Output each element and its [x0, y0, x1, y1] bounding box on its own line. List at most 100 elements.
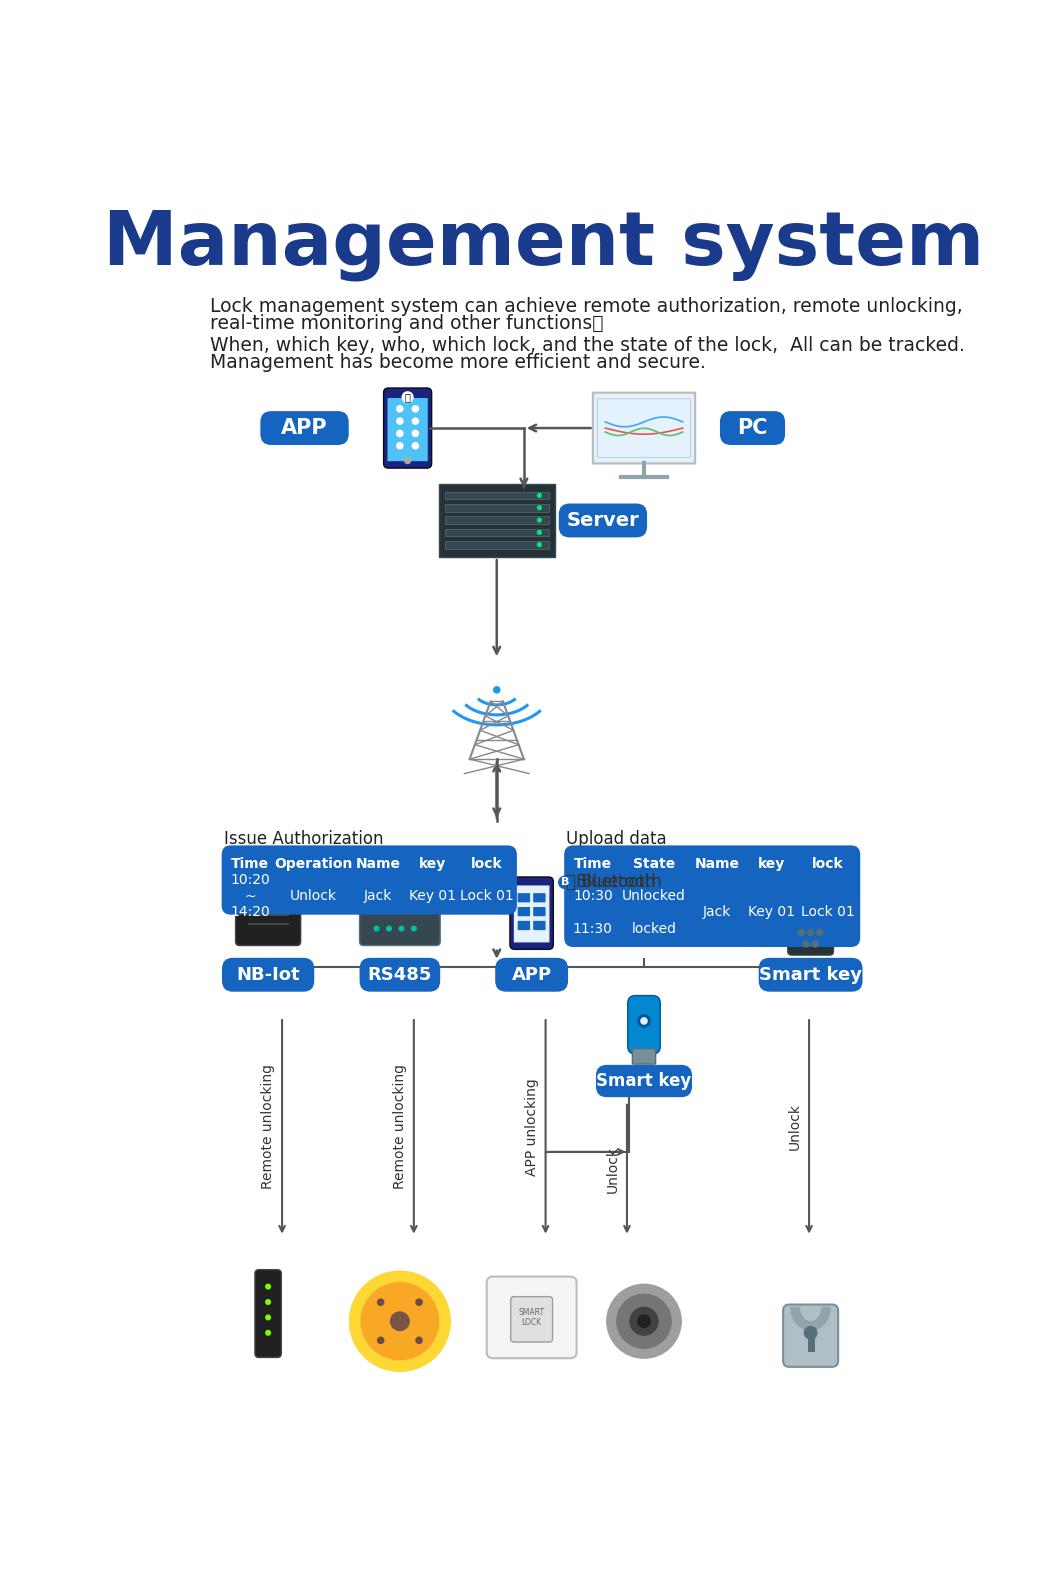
Text: Bluetooth: Bluetooth	[576, 873, 656, 892]
Text: Lock 01: Lock 01	[800, 906, 854, 920]
FancyBboxPatch shape	[517, 922, 530, 929]
FancyBboxPatch shape	[517, 893, 530, 903]
FancyBboxPatch shape	[533, 922, 546, 929]
Text: When, which key, who, which lock, and the state of the lock,  All can be tracked: When, which key, who, which lock, and th…	[210, 336, 965, 355]
Text: Upload data: Upload data	[566, 830, 667, 847]
Circle shape	[606, 1284, 682, 1359]
Circle shape	[387, 926, 391, 931]
Bar	[439, 484, 554, 557]
Text: Time: Time	[231, 857, 269, 871]
Circle shape	[266, 1284, 270, 1289]
Circle shape	[411, 926, 417, 931]
Bar	[445, 541, 549, 549]
Text: Unlock: Unlock	[290, 890, 337, 903]
Circle shape	[350, 1272, 450, 1371]
FancyBboxPatch shape	[235, 888, 301, 945]
Circle shape	[802, 940, 809, 947]
Text: Smart key: Smart key	[597, 1071, 691, 1090]
Text: NB-Iot: NB-Iot	[236, 966, 300, 983]
Text: Jack: Jack	[364, 890, 392, 903]
Circle shape	[537, 494, 542, 497]
Text: 10:20
~
14:20: 10:20 ~ 14:20	[230, 873, 270, 920]
Text: Key 01: Key 01	[409, 890, 456, 903]
Circle shape	[617, 1294, 671, 1348]
FancyBboxPatch shape	[759, 958, 863, 991]
Circle shape	[416, 1299, 422, 1305]
Circle shape	[812, 940, 818, 947]
Text: Unlocked: Unlocked	[622, 890, 686, 903]
Text: 11:30: 11:30	[572, 922, 613, 936]
Circle shape	[396, 406, 403, 412]
Text: Lock 01: Lock 01	[460, 890, 513, 903]
FancyBboxPatch shape	[559, 503, 647, 538]
FancyBboxPatch shape	[517, 907, 530, 917]
Circle shape	[412, 431, 419, 437]
FancyBboxPatch shape	[783, 1305, 838, 1367]
FancyBboxPatch shape	[222, 846, 517, 915]
FancyBboxPatch shape	[793, 885, 829, 925]
Circle shape	[494, 686, 500, 693]
Circle shape	[402, 391, 413, 402]
Circle shape	[641, 1018, 647, 1024]
Text: key: key	[419, 857, 446, 871]
FancyBboxPatch shape	[261, 412, 349, 445]
Circle shape	[405, 458, 410, 464]
Text: key: key	[758, 857, 784, 871]
Circle shape	[396, 431, 403, 437]
Circle shape	[266, 1314, 270, 1319]
Text: APP: APP	[281, 418, 328, 439]
FancyBboxPatch shape	[628, 996, 660, 1054]
Circle shape	[808, 929, 814, 936]
Circle shape	[798, 929, 805, 936]
Text: Operation: Operation	[275, 857, 353, 871]
Circle shape	[377, 1337, 384, 1343]
Text: Jack: Jack	[703, 906, 731, 920]
FancyBboxPatch shape	[598, 399, 690, 458]
Text: Name: Name	[356, 857, 401, 871]
Bar	[445, 492, 549, 499]
Circle shape	[396, 418, 403, 424]
Circle shape	[416, 1337, 422, 1343]
Bar	[445, 503, 549, 511]
FancyBboxPatch shape	[533, 907, 546, 917]
Text: Remote unlocking: Remote unlocking	[261, 1064, 276, 1190]
Text: State: State	[633, 857, 675, 871]
Text: Time: Time	[573, 857, 612, 871]
FancyBboxPatch shape	[487, 1277, 577, 1359]
Text: SMART
LOCK: SMART LOCK	[518, 1308, 545, 1327]
Text: APP: APP	[512, 966, 551, 983]
FancyBboxPatch shape	[511, 1297, 552, 1341]
Circle shape	[400, 926, 404, 931]
Text: ⦿ Bluetooth: ⦿ Bluetooth	[566, 873, 662, 892]
Circle shape	[266, 1300, 270, 1305]
Circle shape	[630, 1308, 658, 1335]
Text: Unlock: Unlock	[789, 1103, 802, 1150]
FancyBboxPatch shape	[593, 393, 695, 464]
FancyBboxPatch shape	[720, 412, 785, 445]
FancyBboxPatch shape	[222, 958, 314, 991]
FancyBboxPatch shape	[788, 879, 833, 955]
Text: Smart key: Smart key	[759, 966, 862, 983]
Circle shape	[817, 929, 823, 936]
Circle shape	[266, 1330, 270, 1335]
Text: PC: PC	[738, 418, 767, 439]
FancyBboxPatch shape	[388, 398, 428, 461]
Text: locked: locked	[632, 922, 676, 936]
FancyBboxPatch shape	[255, 1270, 281, 1357]
Circle shape	[377, 1299, 384, 1305]
FancyBboxPatch shape	[359, 904, 440, 945]
FancyBboxPatch shape	[510, 877, 553, 950]
Text: lock: lock	[812, 857, 844, 871]
Circle shape	[537, 518, 542, 522]
Text: 10:30: 10:30	[573, 890, 613, 903]
Circle shape	[638, 1015, 650, 1027]
Text: real-time monitoring and other functions。: real-time monitoring and other functions…	[210, 314, 603, 333]
Bar	[445, 516, 549, 524]
Text: APP unlocking: APP unlocking	[525, 1078, 538, 1176]
Circle shape	[537, 530, 542, 535]
FancyBboxPatch shape	[384, 388, 431, 469]
Text: B: B	[561, 877, 569, 887]
Text: Remote unlocking: Remote unlocking	[393, 1064, 407, 1190]
FancyBboxPatch shape	[495, 958, 568, 991]
Text: RS485: RS485	[368, 966, 432, 983]
